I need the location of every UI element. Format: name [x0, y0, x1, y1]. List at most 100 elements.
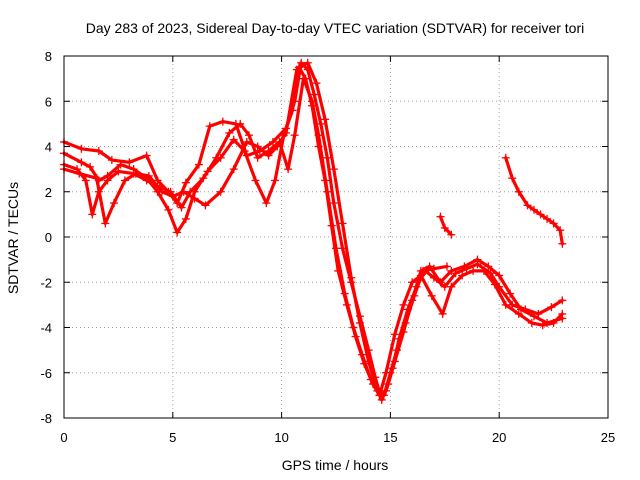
data-point	[332, 244, 340, 253]
data-point	[360, 359, 369, 368]
data-point	[364, 346, 373, 355]
data-point	[314, 142, 323, 151]
data-point	[88, 210, 97, 219]
data-point	[427, 291, 436, 300]
data-point	[347, 273, 356, 282]
data-point	[179, 187, 188, 196]
data-point	[153, 176, 162, 185]
data-point	[329, 199, 338, 208]
data-point	[323, 187, 332, 196]
y-tick-label: 2	[45, 185, 52, 200]
data-point	[273, 142, 282, 151]
data-point	[310, 90, 319, 99]
data-point	[244, 131, 253, 140]
data-point	[225, 128, 234, 137]
gridlines	[64, 56, 608, 418]
data-point	[355, 312, 364, 321]
data-point	[536, 210, 545, 219]
data-point	[479, 266, 488, 275]
data-point	[94, 187, 103, 196]
y-tick-label: -6	[40, 366, 52, 381]
data-point	[173, 199, 182, 208]
data-point	[253, 142, 262, 151]
data-point	[77, 158, 86, 167]
data-point	[447, 230, 456, 239]
y-tick-label: 8	[45, 49, 52, 64]
data-point	[253, 153, 262, 162]
data-point	[530, 205, 539, 214]
data-point	[401, 318, 410, 327]
data-point	[86, 162, 95, 171]
data-point	[462, 264, 471, 273]
data-point	[316, 119, 325, 128]
data-point	[484, 262, 493, 271]
data-point	[340, 289, 349, 298]
data-point	[201, 201, 210, 210]
data-point	[92, 174, 101, 183]
data-point	[379, 391, 388, 400]
data-point	[166, 187, 175, 196]
data-point	[125, 158, 134, 167]
data-point	[284, 165, 293, 174]
data-point	[262, 199, 271, 208]
y-tick-label: -4	[40, 321, 52, 336]
data-point	[212, 153, 221, 162]
data-point	[442, 262, 451, 271]
data-point	[395, 334, 404, 343]
data-point	[438, 309, 447, 318]
data-point	[429, 273, 438, 282]
data-point	[142, 176, 151, 185]
data-point	[299, 74, 308, 83]
data-point	[114, 167, 123, 176]
data-point	[292, 65, 301, 74]
data-traces	[62, 61, 564, 402]
series-track-c	[62, 77, 564, 397]
data-point	[408, 296, 417, 305]
x-tick-label: 20	[492, 430, 506, 445]
data-point	[358, 350, 367, 359]
x-tick-label: 15	[383, 430, 397, 445]
data-point	[386, 368, 395, 377]
data-point	[403, 305, 412, 314]
data-point	[436, 212, 445, 221]
data-point	[447, 266, 456, 275]
data-point	[205, 122, 214, 131]
y-tick-label: 4	[45, 140, 52, 155]
data-point	[77, 144, 86, 153]
data-point	[440, 282, 449, 291]
data-point	[530, 312, 539, 321]
data-point	[514, 187, 523, 196]
data-point	[547, 303, 556, 312]
data-point	[312, 79, 321, 88]
data-point	[216, 187, 225, 196]
data-point	[120, 176, 129, 185]
data-point	[436, 278, 445, 287]
data-point	[338, 219, 347, 228]
data-point	[323, 153, 332, 162]
data-point	[236, 119, 245, 128]
data-point	[390, 357, 399, 366]
data-point	[308, 97, 317, 106]
data-point	[527, 318, 536, 327]
data-point	[416, 271, 425, 280]
data-point	[364, 357, 373, 366]
data-point	[229, 135, 238, 144]
data-point	[440, 223, 449, 232]
data-point	[142, 151, 151, 160]
data-point	[495, 271, 504, 280]
data-point	[490, 280, 499, 289]
data-point	[355, 318, 364, 327]
data-point	[81, 176, 90, 185]
y-tick-label: 0	[45, 230, 52, 245]
data-point	[521, 305, 530, 314]
data-point	[549, 219, 558, 228]
data-points	[60, 58, 567, 404]
data-point	[75, 169, 84, 178]
y-tick-label: -2	[40, 275, 52, 290]
data-point	[218, 117, 227, 126]
data-point	[451, 269, 460, 278]
y-axis-label: SDTVAR / TECUs	[5, 182, 21, 294]
data-point	[240, 147, 249, 156]
data-point	[303, 58, 312, 67]
